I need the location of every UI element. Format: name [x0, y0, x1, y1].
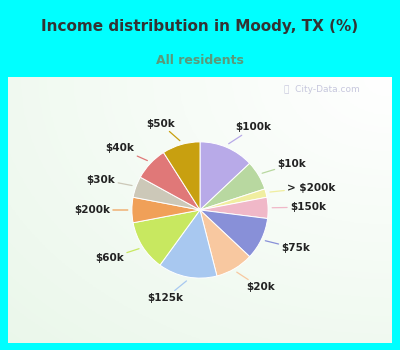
Text: $75k: $75k — [265, 241, 310, 253]
Text: $100k: $100k — [229, 122, 272, 144]
Wedge shape — [133, 177, 200, 210]
Wedge shape — [140, 153, 200, 210]
Text: Income distribution in Moody, TX (%): Income distribution in Moody, TX (%) — [42, 19, 358, 34]
Text: ⓘ  City-Data.com: ⓘ City-Data.com — [284, 85, 360, 94]
Text: All residents: All residents — [156, 54, 244, 67]
Wedge shape — [160, 210, 217, 278]
Wedge shape — [200, 197, 268, 218]
Text: $200k: $200k — [74, 205, 128, 215]
Text: $60k: $60k — [95, 249, 139, 263]
Wedge shape — [200, 210, 268, 257]
Text: $40k: $40k — [106, 144, 147, 161]
Wedge shape — [164, 142, 200, 210]
Wedge shape — [133, 210, 200, 265]
Text: $20k: $20k — [237, 272, 274, 292]
Wedge shape — [200, 210, 250, 276]
Wedge shape — [200, 189, 267, 210]
Wedge shape — [132, 197, 200, 223]
Text: > $200k: > $200k — [270, 183, 336, 193]
Text: $50k: $50k — [146, 119, 180, 141]
Text: $150k: $150k — [272, 202, 326, 212]
Text: $125k: $125k — [147, 281, 186, 303]
Wedge shape — [200, 142, 250, 210]
Text: $10k: $10k — [262, 159, 306, 173]
Text: $30k: $30k — [87, 175, 132, 186]
Wedge shape — [200, 163, 265, 210]
